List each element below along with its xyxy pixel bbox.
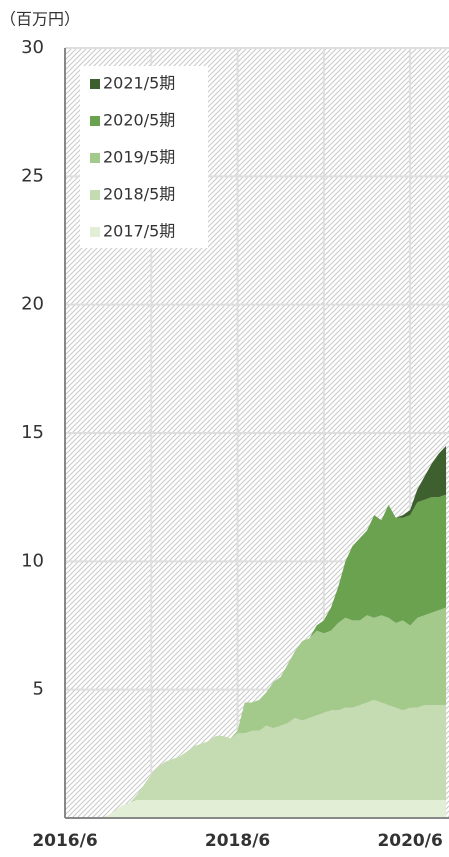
legend-label: 2021/5期 bbox=[103, 74, 175, 93]
legend-swatch bbox=[90, 227, 100, 237]
x-tick-label: 2018/6 bbox=[205, 831, 270, 851]
y-tick-label: 30 bbox=[21, 37, 44, 58]
area bbox=[65, 699, 447, 818]
y-tick-label: 10 bbox=[21, 550, 44, 571]
legend-background bbox=[80, 66, 208, 248]
legend-swatch bbox=[90, 79, 100, 89]
area bbox=[65, 607, 447, 818]
legend-swatch bbox=[90, 190, 100, 200]
legend-swatch bbox=[90, 153, 100, 163]
legend-swatch bbox=[90, 116, 100, 126]
y-axis-label: （百万円） bbox=[0, 10, 80, 29]
legend-label: 2020/5期 bbox=[103, 111, 175, 130]
y-tick-label: 15 bbox=[21, 422, 44, 443]
y-tick-label: 5 bbox=[33, 679, 44, 700]
legend-label: 2017/5期 bbox=[103, 222, 175, 241]
y-tick-label: 25 bbox=[21, 165, 44, 186]
x-tick-label: 2020/6 bbox=[377, 831, 442, 851]
legend-label: 2019/5期 bbox=[103, 148, 175, 167]
area bbox=[65, 800, 447, 818]
x-tick-label: 2016/6 bbox=[32, 831, 97, 851]
area bbox=[65, 494, 447, 818]
legend-label: 2018/5期 bbox=[103, 185, 175, 204]
y-tick-label: 20 bbox=[21, 294, 44, 315]
